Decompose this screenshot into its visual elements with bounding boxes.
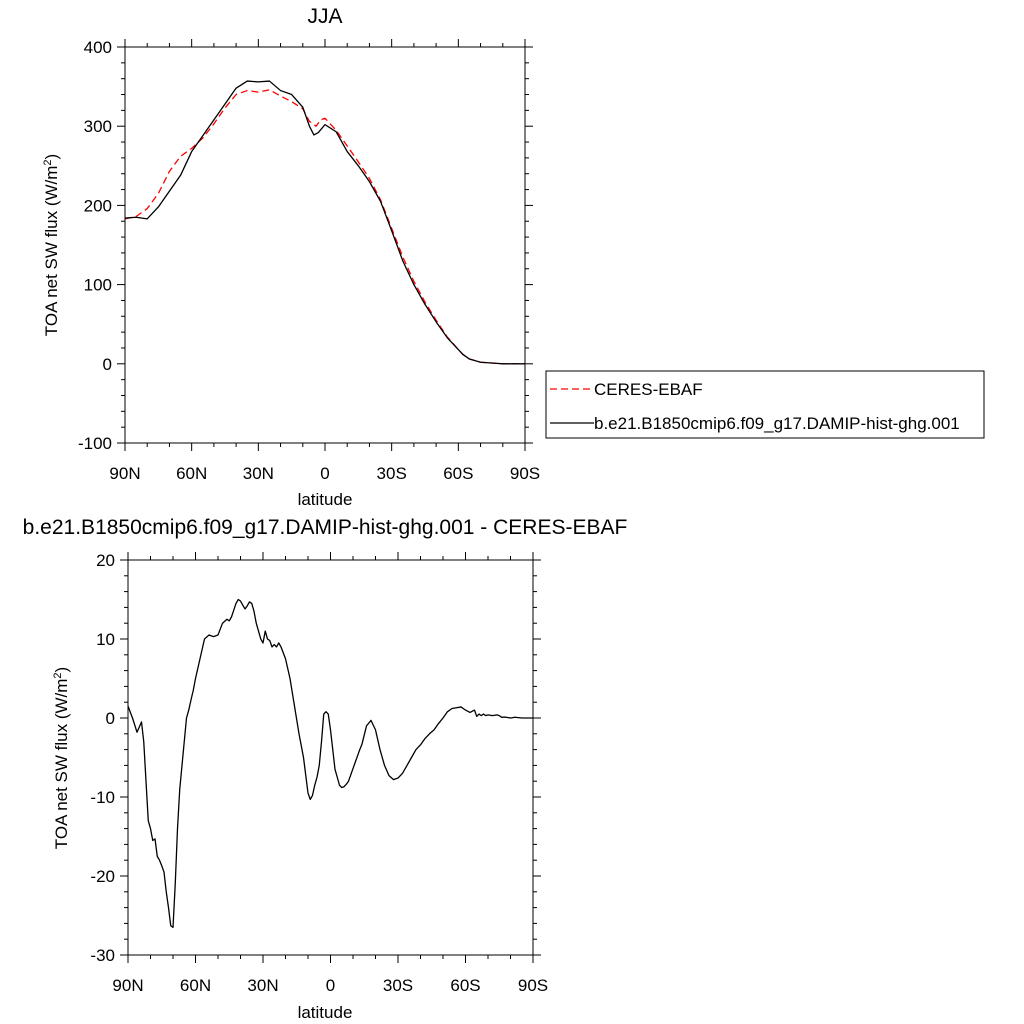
legend-box [545,370,985,439]
y-tick-label: -30 [90,946,115,965]
x-tick-label: 90S [518,976,548,995]
y-tick-label: -100 [78,434,112,453]
y-tick-label: -10 [90,788,115,807]
chart-title: b.e21.B1850cmip6.f09_g17.DAMIP-hist-ghg.… [23,516,628,539]
x-tick-label: 0 [320,464,329,483]
y-tick-label: 10 [96,630,115,649]
x-tick-label: 60N [176,464,207,483]
x-tick-label: 30N [243,464,274,483]
y-tick-label: 100 [84,276,112,295]
y-axis-label: TOA net SW flux (W/m2) [42,154,61,336]
y-tick-label: 0 [106,709,115,728]
series-line-ceres [124,89,525,365]
series-line-model [127,598,533,928]
y-tick-label: 200 [84,196,112,215]
x-tick-labels: 90N 60N 30N 0 30S 60S 90S [112,976,548,995]
tick-marks [117,39,533,451]
series-lines [127,598,533,928]
x-tick-label: 0 [326,976,335,995]
legend-label-model: b.e21.B1850cmip6.f09_g17.DAMIP-hist-ghg.… [594,414,960,433]
chart-panel-bottom: b.e21.B1850cmip6.f09_g17.DAMIP-hist-ghg.… [23,516,628,1022]
y-tick-labels: -30 -20 -10 0 10 20 [90,551,115,965]
y-tick-labels: -100 0 100 200 300 400 [78,38,112,453]
chart-title: JJA [307,5,342,28]
x-tick-label: 30S [377,464,407,483]
tick-marks [120,552,541,963]
x-tick-label: 30S [383,976,413,995]
x-tick-label: 90S [510,464,540,483]
x-tick-label: 30N [247,976,278,995]
y-tick-label: 400 [84,38,112,57]
series-lines [124,80,525,365]
x-axis-label: latitude [298,1003,353,1022]
plot-frame [124,46,526,444]
y-tick-label: 0 [103,355,112,374]
x-axis-label: latitude [298,490,353,509]
x-tick-label: 90N [112,976,143,995]
legend: CERES-EBAF b.e21.B1850cmip6.f09_g17.DAMI… [545,370,985,439]
x-tick-labels: 90N 60N 30N 0 30S 60S 90S [109,464,540,483]
plot-frame [127,559,534,956]
x-tick-label: 90N [109,464,140,483]
y-tick-label: -20 [90,867,115,886]
x-tick-label: 60N [180,976,211,995]
y-tick-label: 20 [96,551,115,570]
x-tick-label: 60S [450,976,480,995]
x-tick-label: 60S [443,464,473,483]
y-tick-label: 300 [84,117,112,136]
legend-label-ceres: CERES-EBAF [594,380,703,399]
y-axis-label: TOA net SW flux (W/m2) [52,667,71,849]
series-line-model [124,80,525,365]
